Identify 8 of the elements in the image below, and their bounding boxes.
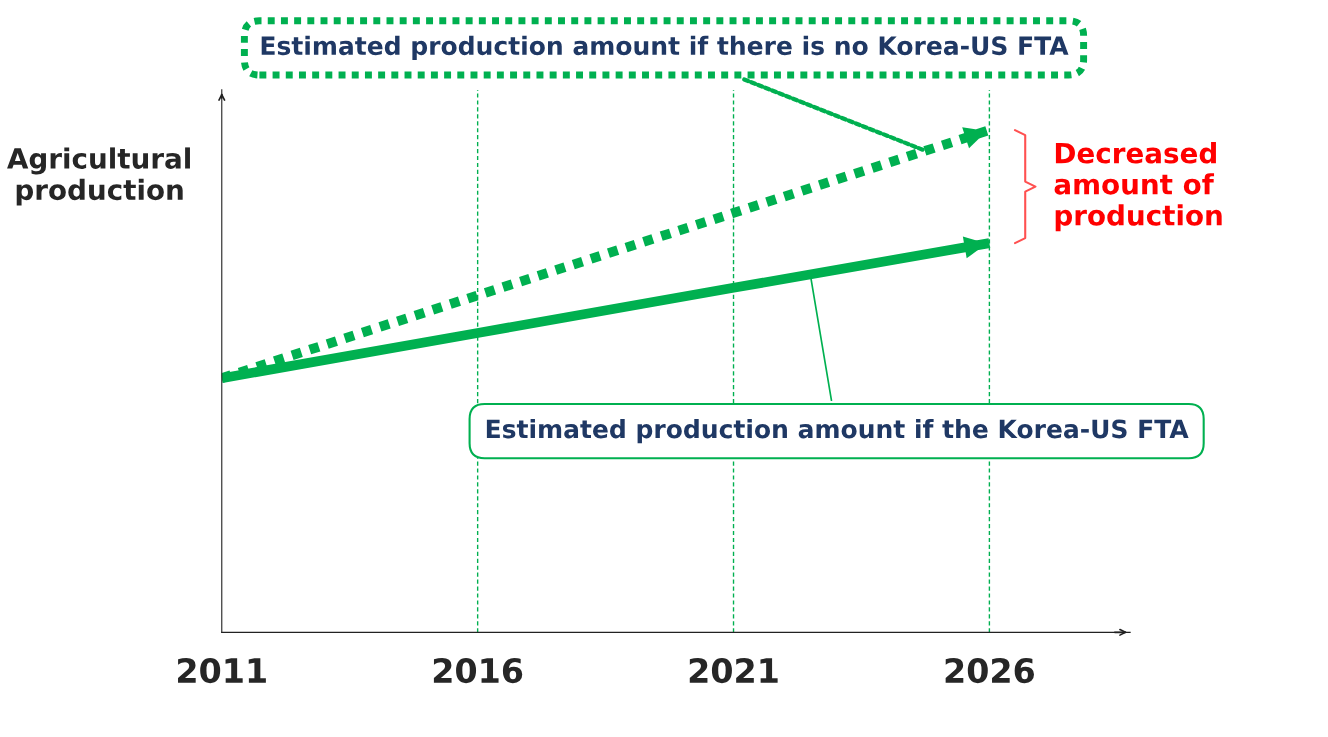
x-tick-label: 2021 bbox=[689, 657, 778, 684]
x-tick-label: 2011 bbox=[178, 657, 266, 684]
x-tick-label: 2026 bbox=[945, 657, 1034, 684]
y-axis-title: Agricultural production bbox=[7, 147, 190, 206]
annotation: Decreased amount of production bbox=[1054, 142, 1222, 232]
text: Estimated production amount if there is no Korea-US FTA bbox=[261, 35, 1069, 60]
x-tick-label: 2016 bbox=[433, 657, 523, 684]
annotation: Estimated production amount if the Korea-US FTA bbox=[486, 419, 1189, 444]
